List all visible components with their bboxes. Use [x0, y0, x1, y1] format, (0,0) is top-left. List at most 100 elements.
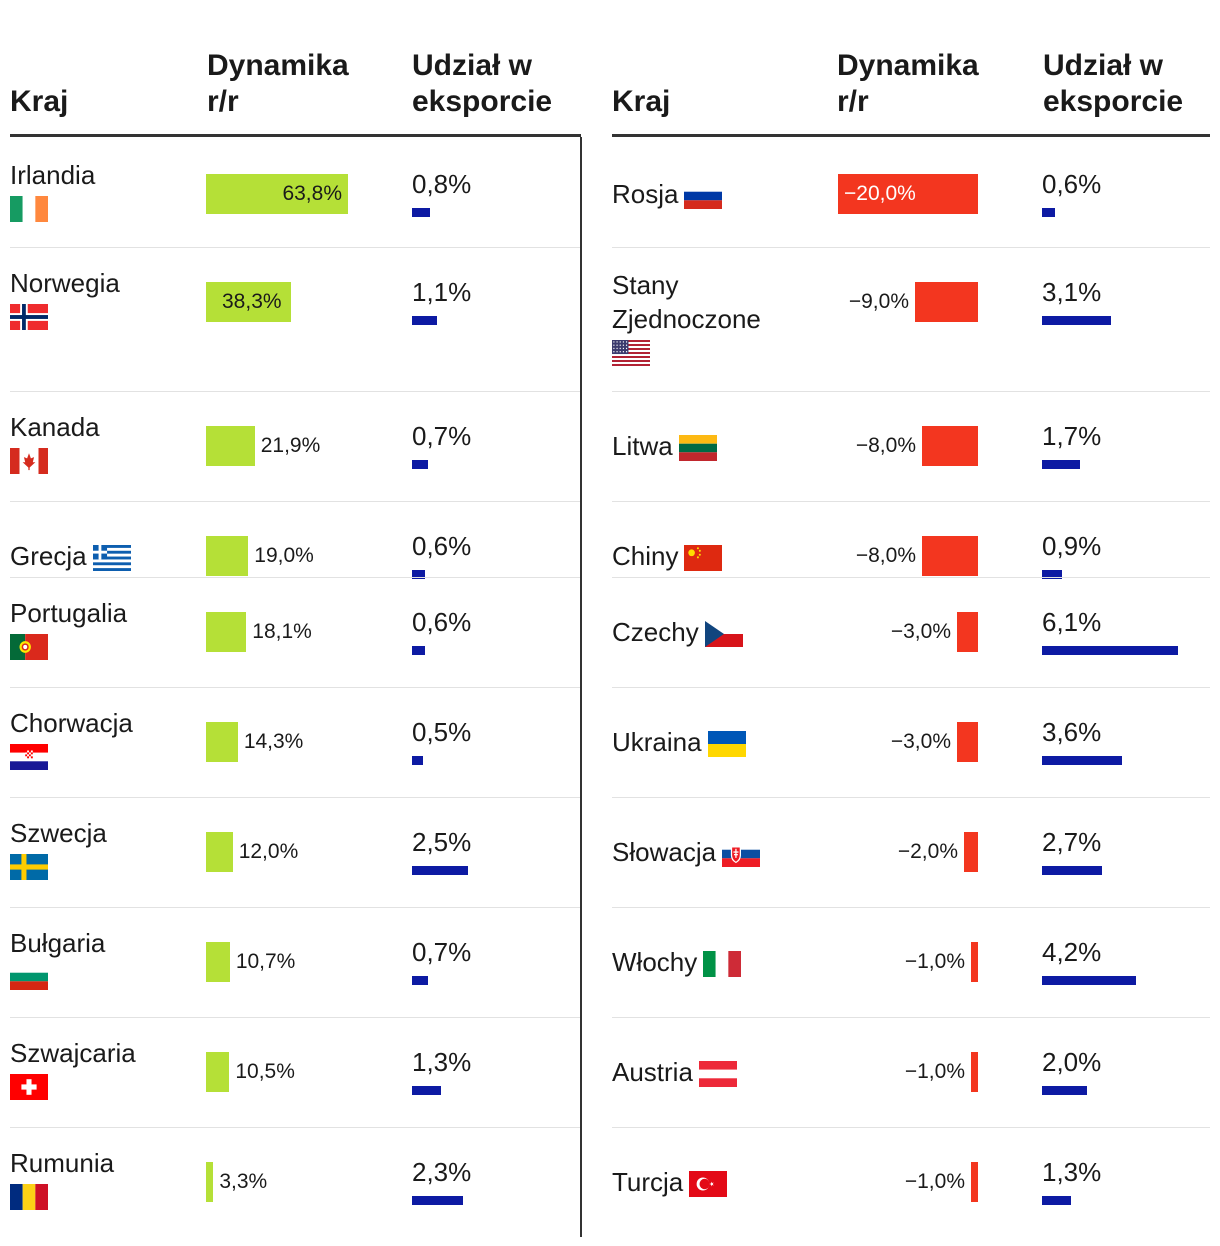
share-bar	[1042, 756, 1123, 765]
dynamics-value: −1,0%	[904, 1060, 965, 1083]
country-name: Czechy	[612, 617, 699, 647]
dynamics-bar	[922, 536, 978, 576]
romania-flag-icon	[10, 1184, 48, 1210]
dynamics-value: −8,0%	[855, 434, 916, 457]
dynamics-value: −8,0%	[855, 544, 916, 567]
share-bar	[412, 460, 428, 469]
austria-flag-icon	[698, 1061, 737, 1088]
dynamics-bar	[206, 1162, 214, 1202]
header-dynamics: Dynamika r/r	[207, 49, 349, 118]
share-value: 1,3%	[412, 1047, 472, 1077]
sweden-flag-icon	[10, 854, 48, 880]
dynamics-value: 38,3%	[222, 290, 282, 313]
dynamics-value: −2,0%	[897, 840, 958, 863]
dynamics-bar	[971, 1052, 978, 1092]
dynamics-value: −20,0%	[844, 182, 916, 205]
country-name: Austria	[612, 1057, 693, 1087]
country-label: Austria	[612, 1055, 737, 1089]
row-separator	[10, 1127, 581, 1128]
country-name: Litwa	[612, 431, 673, 461]
share-value: 0,7%	[412, 937, 472, 967]
share-value: 1,3%	[1042, 1157, 1102, 1187]
share-value: 2,3%	[412, 1157, 472, 1187]
header-rule	[10, 134, 581, 137]
country-name: Grecja	[10, 541, 87, 571]
bulgaria-flag-icon	[10, 964, 48, 990]
canada-flag-icon	[10, 448, 48, 474]
share-bar	[1042, 316, 1112, 325]
share-value: 1,1%	[412, 277, 472, 307]
country-name: Norwegia	[10, 268, 120, 298]
header-share: Udział w eksporcie	[1043, 49, 1184, 118]
header-share: Udział w eksporcie	[412, 49, 553, 118]
share-bar	[412, 756, 424, 765]
row-separator	[612, 391, 1210, 392]
dynamics-value: −3,0%	[890, 620, 951, 643]
share-bar	[412, 866, 468, 875]
country-label: Włochy	[612, 945, 742, 979]
center-divider	[580, 137, 582, 1237]
lithuania-flag-icon	[678, 435, 717, 462]
row-separator	[10, 907, 581, 908]
row-separator	[612, 1017, 1210, 1018]
china-flag-icon	[684, 545, 723, 572]
country-name: Włochy	[612, 947, 698, 977]
country-name: Rumunia	[10, 1148, 115, 1178]
country-label: Rosja	[612, 177, 723, 211]
country-name: Portugalia	[10, 598, 128, 628]
share-bar	[1042, 208, 1056, 217]
country-name: Słowacja	[612, 837, 717, 867]
country-name: Chiny	[612, 541, 679, 571]
dynamics-value: 63,8%	[282, 182, 342, 205]
dynamics-value: −1,0%	[904, 1170, 965, 1193]
country-label: Szwajcaria	[10, 1036, 136, 1100]
country-label: Czechy	[612, 615, 743, 649]
dynamics-bar	[971, 942, 978, 982]
norway-flag-icon	[10, 304, 48, 330]
row-separator	[612, 907, 1210, 908]
dynamics-bar	[206, 612, 247, 652]
share-value: 2,0%	[1042, 1047, 1102, 1077]
country-name: Irlandia	[10, 160, 96, 190]
country-name: Stany Zjednoczone	[612, 270, 761, 334]
share-bar	[1042, 976, 1136, 985]
country-name: Szwajcaria	[10, 1038, 136, 1068]
share-value: 1,7%	[1042, 421, 1102, 451]
russia-flag-icon	[684, 183, 723, 210]
share-bar	[412, 1196, 464, 1205]
dynamics-value: −3,0%	[890, 730, 951, 753]
country-name: Chorwacja	[10, 708, 133, 738]
dynamics-value: 12,0%	[238, 840, 299, 863]
dynamics-bar	[206, 942, 230, 982]
share-value: 3,6%	[1042, 717, 1102, 747]
greece-flag-icon	[92, 545, 131, 572]
croatia-flag-icon	[10, 744, 48, 770]
portugal-flag-icon	[10, 634, 48, 660]
dynamics-bar	[206, 536, 249, 576]
dynamics-bar	[206, 174, 348, 214]
dynamics-value: −1,0%	[904, 950, 965, 973]
header-rule	[612, 134, 1210, 137]
share-bar	[412, 646, 426, 655]
share-bar	[412, 208, 430, 217]
czechia-flag-icon	[704, 621, 743, 648]
dynamics-value: 18,1%	[252, 620, 312, 643]
share-value: 2,7%	[1042, 827, 1102, 857]
dynamics-value: −9,0%	[848, 290, 909, 313]
dynamics-bar	[971, 1162, 978, 1202]
share-value: 0,7%	[412, 421, 472, 451]
country-name: Rosja	[612, 179, 679, 209]
country-name: Bułgaria	[10, 928, 106, 958]
row-separator	[612, 687, 1210, 688]
dynamics-value: 21,9%	[260, 434, 321, 457]
dynamics-bar	[206, 832, 233, 872]
share-value: 0,8%	[412, 169, 472, 199]
share-bar	[412, 976, 428, 985]
header-country: Kraj	[10, 85, 69, 118]
row-separator	[612, 1127, 1210, 1128]
share-value: 2,5%	[412, 827, 472, 857]
ireland-flag-icon	[10, 196, 48, 222]
share-value: 0,6%	[1042, 169, 1102, 199]
row-separator	[10, 1017, 581, 1018]
share-bar	[1042, 460, 1080, 469]
